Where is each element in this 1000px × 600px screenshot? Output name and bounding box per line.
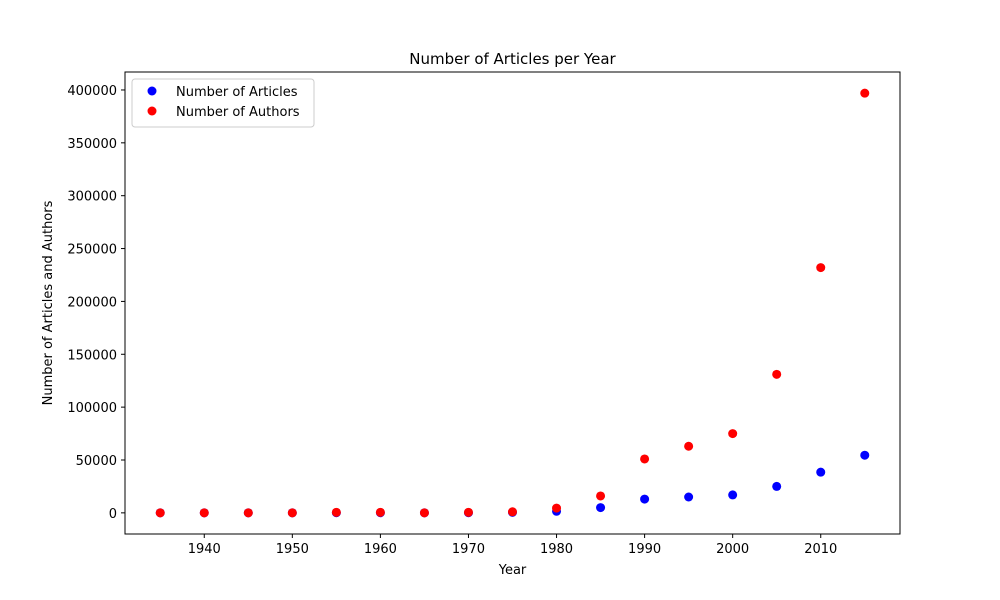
legend-label-articles: Number of Articles: [176, 85, 298, 100]
x-axis-ticks: 1940 1950 1960 1970 1980 1990 2000 2010: [188, 534, 837, 557]
point-authors-1965: [419, 508, 429, 518]
x-tick-label: 1980: [540, 542, 573, 557]
y-tick-label: 200000: [67, 295, 117, 310]
x-axis-label: Year: [498, 563, 527, 578]
point-authors-2005: [772, 369, 782, 379]
point-articles-2015: [860, 450, 870, 460]
legend-label-authors: Number of Authors: [176, 105, 300, 120]
point-authors-2015: [860, 88, 870, 98]
y-tick-label: 0: [109, 507, 117, 522]
point-articles-1985: [596, 503, 606, 513]
point-authors-1975: [508, 507, 517, 517]
point-authors-2000: [728, 429, 738, 439]
point-authors-2010: [816, 263, 826, 273]
x-tick-label: 2000: [716, 542, 749, 557]
plot-frame: [124, 71, 901, 535]
point-authors-1990: [640, 454, 650, 464]
x-tick-label: 1990: [628, 542, 661, 557]
x-tick-label: 1960: [364, 542, 397, 557]
chart-title: Number of Articles per Year: [409, 50, 616, 68]
data-points: [155, 88, 870, 518]
point-authors-1970: [463, 507, 473, 517]
y-tick-label: 50000: [76, 454, 117, 469]
legend-box: [131, 78, 315, 128]
y-tick-label: 250000: [67, 243, 117, 258]
y-tick-label: 350000: [67, 137, 117, 152]
x-tick-label: 1950: [276, 542, 309, 557]
legend-marker-articles: [147, 86, 157, 96]
y-axis-label: Number of Articles and Authors: [41, 200, 56, 405]
x-tick-label: 1940: [188, 542, 221, 557]
point-authors-1940: [199, 508, 209, 518]
x-tick-label: 2010: [804, 542, 837, 557]
point-authors-1945: [243, 508, 253, 518]
y-tick-label: 300000: [67, 190, 117, 205]
point-authors-1935: [155, 508, 165, 518]
legend-marker-authors: [147, 106, 157, 116]
point-authors-1985: [596, 491, 606, 501]
point-authors-1955: [331, 507, 341, 517]
legend: Number of Articles Number of Authors: [131, 78, 315, 128]
point-articles-2005: [772, 481, 782, 491]
point-articles-1995: [684, 492, 694, 502]
y-tick-label: 150000: [67, 348, 117, 363]
x-tick-label: 1970: [452, 542, 485, 557]
y-tick-label: 400000: [67, 84, 117, 99]
point-articles-2010: [816, 467, 826, 477]
point-authors-1950: [287, 508, 297, 518]
point-authors-1995: [684, 441, 694, 451]
point-authors-1980: [552, 503, 562, 513]
point-articles-2000: [728, 490, 738, 500]
y-tick-label: 100000: [67, 401, 117, 416]
y-axis-ticks: 0 50000 100000 150000 200000 250000 300000 3500…: [67, 84, 125, 522]
point-articles-1990: [640, 494, 650, 504]
point-authors-1960: [375, 507, 385, 517]
